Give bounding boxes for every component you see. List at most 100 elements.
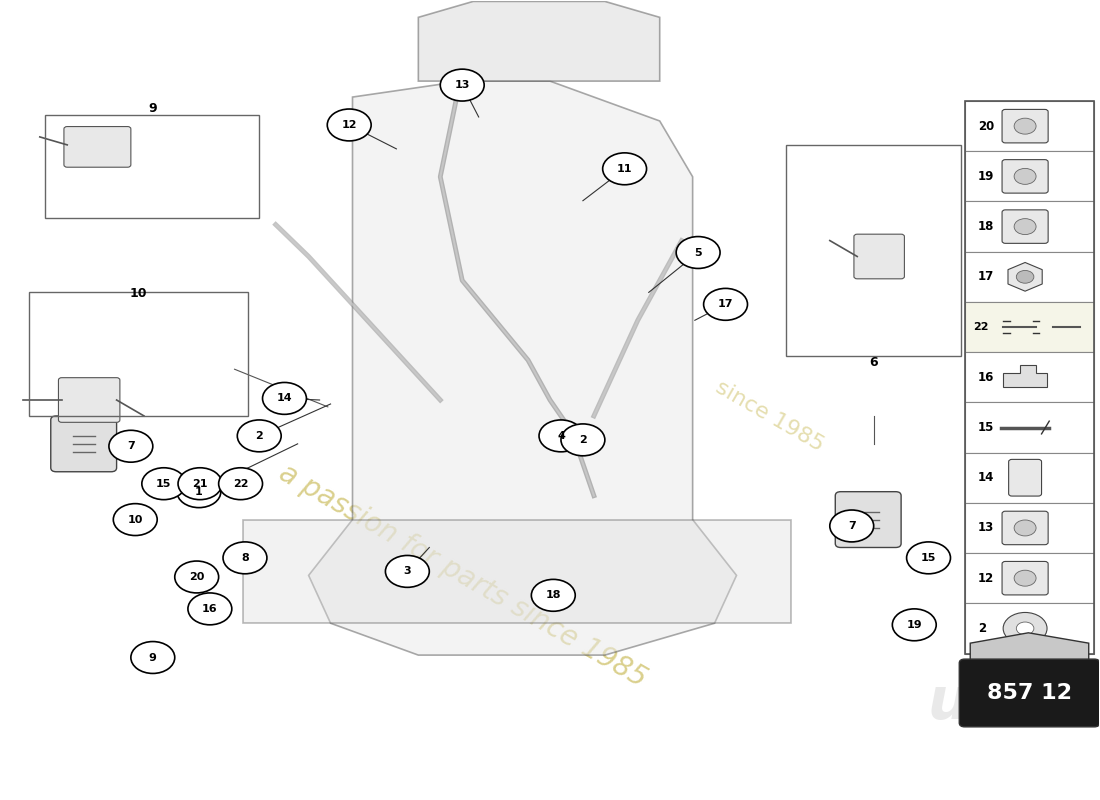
Polygon shape	[243, 519, 791, 623]
FancyBboxPatch shape	[965, 101, 1094, 151]
Circle shape	[603, 153, 647, 185]
Circle shape	[142, 468, 186, 500]
Text: 11: 11	[617, 164, 632, 174]
Text: 6: 6	[869, 356, 878, 369]
FancyBboxPatch shape	[965, 302, 1094, 352]
Text: 3: 3	[404, 566, 411, 577]
Polygon shape	[418, 2, 660, 81]
Text: 8: 8	[241, 553, 249, 563]
Text: 10: 10	[130, 287, 147, 300]
FancyBboxPatch shape	[965, 202, 1094, 252]
Text: 2: 2	[579, 435, 586, 445]
FancyBboxPatch shape	[965, 553, 1094, 603]
Text: 5: 5	[694, 247, 702, 258]
FancyBboxPatch shape	[1009, 459, 1042, 496]
Text: 21: 21	[192, 478, 208, 489]
FancyBboxPatch shape	[64, 126, 131, 167]
Circle shape	[1014, 118, 1036, 134]
Circle shape	[177, 476, 221, 508]
FancyBboxPatch shape	[965, 151, 1094, 202]
Polygon shape	[309, 81, 737, 655]
Text: 18: 18	[546, 590, 561, 600]
Text: 17: 17	[978, 270, 994, 283]
Circle shape	[385, 555, 429, 587]
Circle shape	[531, 579, 575, 611]
FancyBboxPatch shape	[965, 402, 1094, 453]
Text: 19: 19	[906, 620, 922, 630]
Text: 12: 12	[341, 120, 358, 130]
Circle shape	[561, 424, 605, 456]
Text: 15: 15	[978, 421, 994, 434]
FancyBboxPatch shape	[835, 492, 901, 547]
Circle shape	[109, 430, 153, 462]
Circle shape	[178, 468, 222, 500]
Text: 19: 19	[978, 170, 994, 183]
FancyBboxPatch shape	[1002, 110, 1048, 143]
FancyBboxPatch shape	[1002, 160, 1048, 193]
Text: 20: 20	[978, 120, 994, 133]
FancyBboxPatch shape	[965, 252, 1094, 302]
Circle shape	[238, 420, 282, 452]
Polygon shape	[970, 633, 1089, 665]
Text: 2: 2	[978, 622, 986, 635]
Circle shape	[1014, 218, 1036, 234]
Text: 9: 9	[148, 653, 156, 662]
Text: 14: 14	[277, 394, 293, 403]
Text: 16: 16	[978, 370, 994, 384]
Circle shape	[1003, 613, 1047, 644]
Text: 1: 1	[195, 486, 202, 497]
Circle shape	[328, 109, 371, 141]
Circle shape	[892, 609, 936, 641]
Text: 13: 13	[978, 522, 994, 534]
FancyBboxPatch shape	[1002, 562, 1048, 595]
Circle shape	[1014, 169, 1036, 184]
Text: 20: 20	[189, 572, 205, 582]
FancyBboxPatch shape	[51, 416, 117, 472]
Text: 17: 17	[718, 299, 734, 310]
Text: 2: 2	[255, 431, 263, 441]
Text: 15: 15	[156, 478, 172, 489]
Text: since 1985: since 1985	[712, 377, 827, 455]
Circle shape	[1014, 520, 1036, 536]
Circle shape	[263, 382, 307, 414]
Circle shape	[906, 542, 950, 574]
Text: 14: 14	[978, 471, 994, 484]
FancyBboxPatch shape	[1002, 511, 1048, 545]
Circle shape	[175, 561, 219, 593]
FancyBboxPatch shape	[965, 503, 1094, 553]
Text: 9: 9	[148, 102, 157, 114]
Circle shape	[113, 504, 157, 535]
Circle shape	[440, 69, 484, 101]
Text: 4: 4	[557, 431, 565, 441]
FancyBboxPatch shape	[965, 603, 1094, 654]
Text: 7: 7	[848, 521, 856, 531]
Text: 16: 16	[202, 604, 218, 614]
Text: 18: 18	[978, 220, 994, 233]
FancyBboxPatch shape	[965, 453, 1094, 503]
Polygon shape	[1003, 366, 1047, 387]
Text: 15: 15	[921, 553, 936, 563]
Text: 7: 7	[126, 442, 134, 451]
FancyBboxPatch shape	[959, 659, 1100, 727]
Circle shape	[539, 420, 583, 452]
Text: 22: 22	[233, 478, 249, 489]
Circle shape	[1014, 570, 1036, 586]
FancyBboxPatch shape	[965, 352, 1094, 402]
Circle shape	[223, 542, 267, 574]
FancyBboxPatch shape	[58, 378, 120, 422]
Circle shape	[1016, 270, 1034, 283]
Circle shape	[1016, 622, 1034, 634]
Text: 857 12: 857 12	[987, 683, 1072, 703]
FancyBboxPatch shape	[1002, 210, 1048, 243]
FancyBboxPatch shape	[854, 234, 904, 279]
Circle shape	[676, 237, 720, 269]
Text: a passion for parts since 1985: a passion for parts since 1985	[274, 458, 651, 693]
Text: 22: 22	[974, 322, 989, 332]
Text: 12: 12	[978, 572, 994, 585]
Text: ures: ures	[927, 674, 1072, 731]
Circle shape	[829, 510, 873, 542]
Circle shape	[704, 288, 748, 320]
Circle shape	[131, 642, 175, 674]
Text: 10: 10	[128, 514, 143, 525]
Circle shape	[188, 593, 232, 625]
